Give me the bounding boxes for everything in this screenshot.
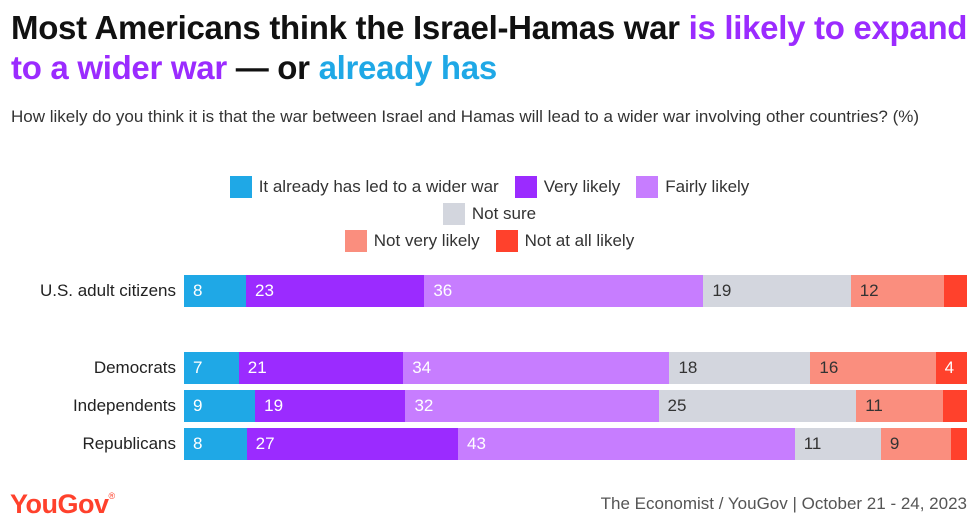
- legend-swatch-not-at-all-likely: [495, 229, 518, 252]
- bar-segment-fairly-likely: 32: [405, 390, 659, 422]
- data-label: 12: [859, 281, 879, 300]
- legend-label-not-very-likely: Not very likely: [373, 230, 480, 250]
- legend-label-not-at-all-likely: Not at all likely: [524, 230, 635, 250]
- legend-item-already: It already has led to a wider war: [229, 175, 499, 198]
- bar-democrats: 7 21 34 18 16 4: [184, 352, 967, 384]
- bar-segment-not-at-all-likely: 4: [935, 352, 967, 384]
- legend-item-very-likely: Very likely: [514, 175, 621, 198]
- chart-subtitle: How likely do you think it is that the w…: [11, 107, 920, 126]
- data-label: 7: [193, 358, 203, 377]
- legend-label-very-likely: Very likely: [543, 176, 621, 196]
- bar-segment-not-at-all-likely: [943, 390, 967, 422]
- bar-segment-fairly-likely: 43: [458, 428, 795, 460]
- source-note: The Economist / YouGov | October 21 - 24…: [600, 494, 967, 513]
- bar-segment-fairly-likely: 34: [403, 352, 670, 384]
- title-part-1: Most Americans think the Israel-Hamas wa…: [11, 9, 689, 46]
- bar-segment-very-likely: 23: [246, 275, 425, 307]
- row-label-us-adult-citizens: U.S. adult citizens: [39, 281, 176, 300]
- data-label: 27: [255, 434, 275, 453]
- data-label: 9: [193, 396, 203, 415]
- bar-segment-very-likely: 27: [246, 428, 459, 460]
- title-part-3: — or: [226, 49, 319, 86]
- legend-item-not-very-likely: Not very likely: [344, 229, 480, 252]
- row-label-independents: Independents: [72, 396, 176, 415]
- data-label: 36: [433, 281, 453, 300]
- bar-segment-not-very-likely: 12: [850, 275, 944, 307]
- bar-segment-already: 9: [184, 390, 256, 422]
- legend-label-not-sure: Not sure: [471, 203, 537, 223]
- bar-segment-not-at-all-likely: [951, 428, 967, 460]
- legend-row-1: It already has led to a wider war Very l…: [0, 173, 979, 200]
- legend-label-already: It already has led to a wider war: [258, 176, 499, 196]
- data-label: 8: [193, 281, 203, 300]
- chart-title: Most Americans think the Israel-Hamas wa…: [11, 8, 971, 88]
- legend-item-not-sure: Not sure: [442, 202, 537, 225]
- title-part-4: already has: [318, 49, 498, 86]
- legend-item-not-at-all-likely: Not at all likely: [495, 229, 635, 252]
- yougov-logo: YouGov®: [10, 489, 115, 520]
- bar-segment-not-very-likely: 9: [880, 428, 952, 460]
- data-label: 25: [667, 396, 687, 415]
- data-label: 43: [467, 434, 486, 453]
- bar-segment-fairly-likely: 36: [424, 275, 704, 307]
- data-label: 19: [264, 396, 284, 415]
- data-label: 4: [944, 358, 955, 377]
- bar-segment-not-sure: 11: [794, 428, 881, 460]
- data-label: 8: [193, 434, 203, 453]
- legend-swatch-not-sure: [442, 202, 465, 225]
- legend-swatch-very-likely: [514, 175, 537, 198]
- bar-segment-not-very-likely: 11: [856, 390, 944, 422]
- legend-label-fairly-likely: Fairly likely: [665, 176, 750, 196]
- data-label: 11: [803, 434, 822, 453]
- data-label: 18: [678, 358, 698, 377]
- data-label: 11: [865, 396, 883, 415]
- data-label: 9: [889, 434, 900, 453]
- data-label: 16: [819, 358, 839, 377]
- logo-text: YouGov: [10, 489, 109, 519]
- legend-swatch-fairly-likely: [636, 175, 659, 198]
- logo-registered-mark: ®: [108, 491, 116, 501]
- data-label: 21: [247, 358, 267, 377]
- legend-swatch-not-very-likely: [344, 229, 367, 252]
- chart-legend: It already has led to a wider war Very l…: [0, 173, 979, 254]
- row-label-democrats: Democrats: [93, 358, 176, 377]
- bar-segment-already: 7: [184, 352, 239, 384]
- bar-segment-not-at-all-likely: [943, 275, 967, 307]
- title-part-2: is likely to expand to a wider war: [11, 9, 968, 86]
- bar-segment-very-likely: 19: [255, 390, 406, 422]
- legend-row-2: Not sure: [0, 200, 979, 227]
- bar-segment-already: 8: [184, 275, 247, 307]
- bar-segment-not-very-likely: 16: [810, 352, 936, 384]
- bar-independents: 9 19 32 25 11: [184, 390, 967, 422]
- legend-swatch-already: [229, 175, 252, 198]
- data-label: 19: [712, 281, 732, 300]
- data-label: 23: [255, 281, 274, 300]
- bar-us-adult-citizens: 8 23 36 19 12: [184, 275, 967, 307]
- bar-segment-already: 8: [184, 428, 247, 460]
- bar-segment-not-sure: 25: [658, 390, 857, 422]
- row-label-republicans: Republicans: [82, 434, 176, 453]
- bar-segment-not-sure: 18: [669, 352, 811, 384]
- bar-republicans: 8 27 43 11 9: [184, 428, 967, 460]
- legend-item-fairly-likely: Fairly likely: [636, 175, 750, 198]
- legend-row-3: Not very likely Not at all likely: [0, 227, 979, 254]
- bar-segment-not-sure: 19: [703, 275, 851, 307]
- bar-segment-very-likely: 21: [238, 352, 404, 384]
- data-label: 34: [412, 358, 432, 377]
- data-label: 32: [414, 396, 434, 415]
